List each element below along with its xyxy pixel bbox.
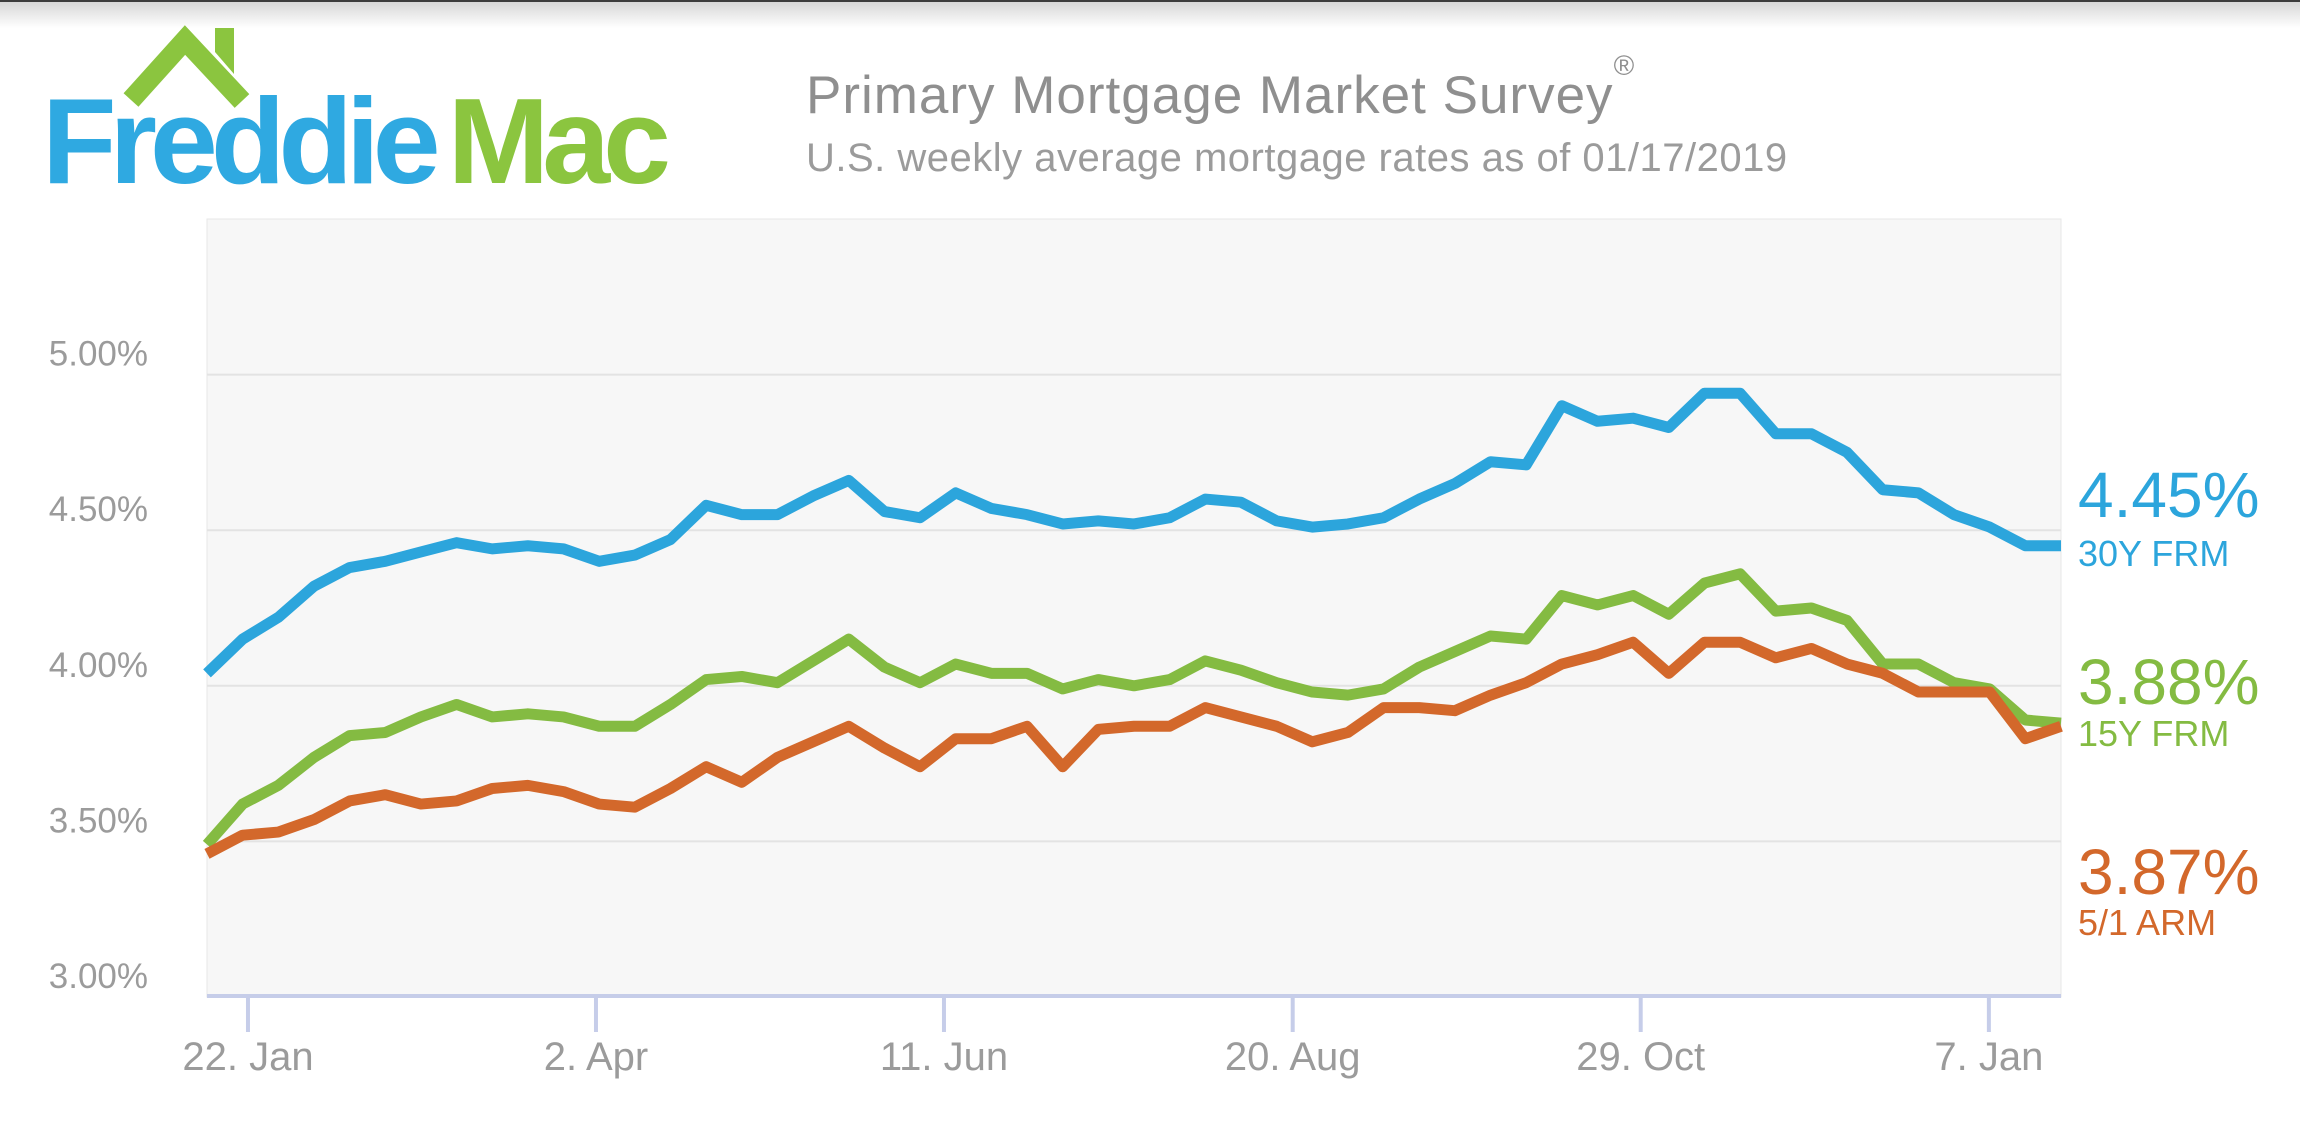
series-line-5-1-arm [204, 636, 2063, 859]
y-axis-label-3-00: 3.00% [49, 957, 148, 996]
y-axis-label-4-00: 4.00% [49, 646, 148, 685]
x-axis-tick-11-jun [941, 997, 946, 1032]
series-line-15y-frm [202, 568, 2062, 849]
logo-word-mac: Mac [447, 73, 671, 209]
freddie-mac-logo: Freddie Mac [0, 0, 760, 210]
x-axis-tick-20-aug [1290, 997, 1295, 1032]
header-shadow-gradient [0, 2, 2300, 28]
house-roof-icon [123, 25, 250, 108]
x-axis-tick-29-oct [1638, 997, 1643, 1032]
x-axis-label-29-oct: 29. Oct [1576, 1035, 1705, 1079]
logo-word-freddie: Freddie [42, 73, 441, 209]
series-end-name-30y-frm: 30Y FRM [2078, 533, 2230, 574]
x-axis-label-20-aug: 20. Aug [1225, 1035, 1361, 1079]
series-end-value-30y-frm: 4.45% [2078, 459, 2260, 531]
series-end-name-15y-frm: 15Y FRM [2078, 713, 2230, 754]
y-axis-label-5-00: 5.00% [49, 335, 148, 374]
x-axis-tick-7-jan [1986, 997, 1991, 1032]
series-end-value-5-1-arm: 3.87% [2078, 836, 2260, 908]
series-end-value-15y-frm: 3.88% [2078, 646, 2260, 718]
top-bar [0, 0, 2300, 2]
registered-trademark-mark: ® [1613, 50, 1635, 81]
x-axis-label-2-apr: 2. Apr [544, 1035, 649, 1079]
x-axis-line [207, 994, 2061, 998]
series-line-30y-frm [203, 387, 2061, 678]
plot-area [206, 218, 2062, 998]
x-axis-label-22-jan: 22. Jan [182, 1035, 313, 1079]
y-axis-label-3-50: 3.50% [49, 801, 148, 840]
x-axis-label-11-jun: 11. Jun [880, 1035, 1008, 1079]
x-axis-label-7-jan: 7. Jan [1934, 1035, 2043, 1079]
logo-text: Freddie Mac [42, 80, 671, 202]
x-axis-tick-2-apr [593, 997, 598, 1032]
series-end-name-5-1-arm: 5/1 ARM [2078, 902, 2217, 943]
page-title: Primary Mortgage Market Survey® [806, 50, 1635, 125]
page-subtitle: U.S. weekly average mortgage rates as of… [806, 136, 1788, 180]
x-axis-tick-22-jan [245, 997, 250, 1032]
y-axis-label-4-50: 4.50% [49, 490, 148, 529]
